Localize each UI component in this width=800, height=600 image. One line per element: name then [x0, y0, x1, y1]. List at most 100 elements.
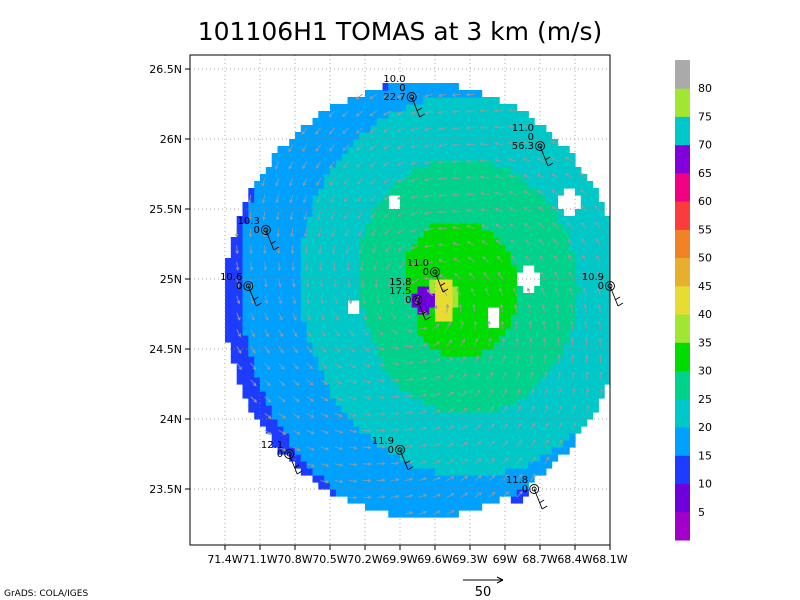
wind-cell-412 — [295, 363, 302, 371]
wind-cell-57 — [242, 370, 249, 378]
wind-barb — [288, 453, 303, 475]
wind-cell-641 — [318, 181, 325, 189]
wind-cell-2261 — [475, 111, 483, 119]
wind-cell-1636 — [417, 195, 424, 203]
wind-cell-555 — [312, 412, 319, 420]
wind-arrow-82 — [306, 345, 313, 354]
wind-cell-28 — [230, 244, 238, 252]
wind-cell-1719 — [429, 482, 436, 490]
wind-cell-180 — [260, 195, 267, 203]
wind-cell-644 — [318, 160, 325, 168]
wind-cell-397 — [289, 139, 296, 147]
wind-cell-2630 — [516, 300, 524, 308]
wind-cell-1303 — [388, 384, 395, 392]
wind-arrow-162 — [342, 127, 349, 134]
wind-cell-3219 — [598, 293, 605, 301]
wind-cell-1518 — [405, 153, 413, 161]
wind-cell-3211 — [598, 349, 605, 357]
wind-cell-343 — [283, 202, 290, 210]
wind-cell-25 — [230, 265, 238, 273]
wind-cell-1507 — [405, 230, 413, 238]
wind-cell-2056 — [458, 286, 465, 294]
wind-cell-2661 — [522, 454, 529, 462]
wind-cell-1356 — [394, 433, 401, 441]
wind-cell-1122 — [370, 377, 378, 385]
wind-cell-464 — [300, 342, 308, 350]
wind-cell-2057 — [458, 279, 465, 287]
wind-cell-889 — [347, 391, 354, 399]
wind-cell-3106 — [580, 398, 588, 406]
wind-cell-2103 — [464, 377, 471, 385]
wind-arrow-102 — [320, 379, 328, 385]
wind-cell-2293 — [481, 300, 489, 308]
wind-cell-2993 — [563, 419, 570, 427]
wind-cell-3070 — [575, 405, 582, 413]
wind-cell-939 — [353, 433, 360, 441]
wind-cell-581 — [312, 230, 319, 238]
wind-cell-954 — [353, 328, 360, 336]
wind-cell-3127 — [580, 251, 588, 259]
wind-cell-1347 — [394, 496, 401, 504]
wind-arrow-373 — [474, 407, 481, 414]
wind-cell-1136 — [370, 279, 378, 287]
wind-cell-1888 — [440, 167, 448, 175]
wind-cell-2769 — [534, 370, 541, 378]
wind-cell-489 — [300, 167, 308, 175]
wind-cell-2492 — [505, 468, 512, 476]
wind-cell-1133 — [370, 300, 378, 308]
wind-cell-1309 — [388, 342, 395, 350]
wind-cell-757 — [330, 132, 337, 140]
wind-cell-1111 — [370, 454, 378, 462]
wind-cell-535 — [306, 195, 314, 203]
wind-cell-1433 — [400, 314, 407, 322]
wind-cell-164 — [260, 307, 267, 315]
wind-cell-921 — [347, 153, 354, 161]
wind-arrow-193 — [376, 428, 386, 433]
wind-cell-247 — [271, 265, 279, 273]
wind-cell-1209 — [376, 188, 384, 196]
wind-arrow-326 — [446, 357, 454, 364]
wind-cell-1707 — [423, 132, 430, 140]
wind-cell-739 — [330, 258, 337, 266]
wind-cell-648 — [318, 132, 325, 140]
wind-cell-210 — [265, 244, 273, 252]
wind-cell-722 — [330, 377, 337, 385]
wind-arrow-519 — [551, 189, 559, 196]
wind-cell-1894 — [440, 125, 448, 133]
wind-cell-2130 — [464, 188, 471, 196]
wind-cell-2981 — [557, 209, 564, 217]
wind-cell-3090 — [575, 265, 582, 273]
wind-arrow-440 — [516, 491, 523, 498]
wind-arrow-113 — [316, 194, 322, 204]
wind-cell-1391 — [394, 174, 401, 182]
wind-cell-2095 — [464, 433, 471, 441]
wind-cell-2484 — [499, 132, 506, 140]
wind-cell-1585 — [411, 118, 419, 126]
wind-cell-745 — [330, 216, 337, 224]
wind-cell-3059 — [569, 230, 576, 238]
wind-cell-1952 — [446, 153, 454, 161]
wind-cell-2844 — [540, 181, 547, 189]
wind-cell-2048 — [458, 342, 465, 350]
wind-cell-495 — [300, 125, 308, 133]
wind-arrow-101 — [320, 396, 329, 402]
wind-arrow-329 — [445, 303, 450, 313]
wind-cell-466 — [300, 328, 308, 336]
wind-cell-2273 — [481, 440, 489, 448]
wind-cell-3117 — [580, 321, 588, 329]
wind-cell-2406 — [493, 279, 500, 287]
wind-cell-2977 — [557, 237, 564, 245]
wind-cell-878 — [347, 468, 354, 476]
wind-cell-2093 — [464, 447, 471, 455]
wind-cell-1767 — [429, 146, 436, 154]
wind-cell-2424 — [493, 153, 500, 161]
wind-cell-1000 — [359, 398, 366, 406]
wind-cell-3205 — [598, 391, 605, 399]
wind-cell-277 — [277, 356, 284, 364]
wind-cell-755 — [330, 146, 337, 154]
station-4: 11.00 — [407, 258, 449, 293]
wind-cell-1687 — [423, 272, 430, 280]
wind-cell-2388 — [493, 426, 500, 434]
wind-cell-14 — [230, 342, 238, 350]
wind-arrow-477 — [523, 222, 531, 229]
